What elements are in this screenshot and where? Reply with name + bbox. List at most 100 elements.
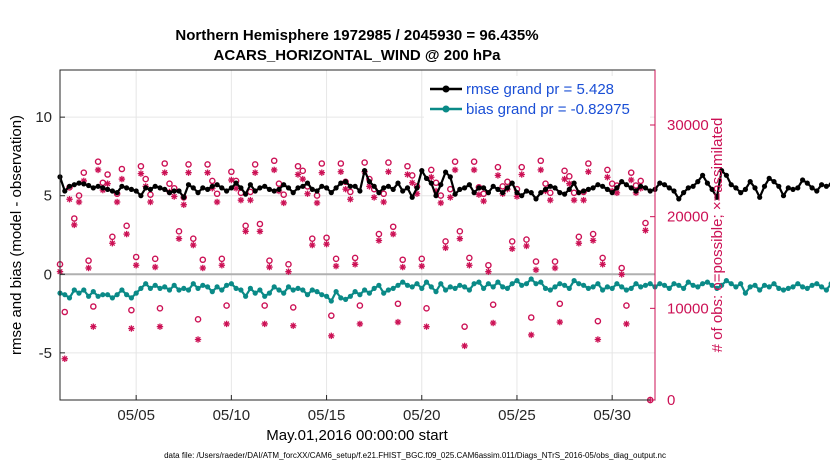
obs-assimilated-point — [518, 171, 525, 178]
bias-point — [742, 290, 749, 296]
y2-axis-ticks: 0 10000 20000 30000 — [650, 70, 709, 409]
obs-assimilated-point — [218, 262, 226, 269]
legend-bias-marker — [442, 105, 450, 113]
rmse-point — [471, 190, 477, 196]
obs-possible-point — [604, 166, 611, 174]
obs-possible-point — [527, 314, 535, 321]
obs-possible-point — [594, 317, 602, 325]
bias-point — [685, 279, 691, 285]
rmse-point — [385, 183, 391, 189]
bias-point — [333, 289, 339, 295]
legend-rmse-marker — [442, 85, 450, 93]
rmse-point — [157, 185, 163, 191]
rmse-point — [809, 185, 815, 191]
x-axis-ticks: 05/05 05/10 05/15 05/20 05/25 05/30 — [117, 395, 631, 424]
rmse-point — [138, 193, 144, 199]
obs-possible-point — [518, 163, 526, 171]
obs-assimilated-point — [323, 240, 330, 248]
rmse-point — [628, 185, 634, 191]
obs-assimilated-point — [85, 264, 92, 272]
obs-assimilated-point — [113, 198, 121, 206]
obs-assimilated-point — [294, 171, 302, 178]
rmse-point — [695, 179, 701, 185]
rmse-point — [314, 188, 320, 194]
bias-point — [623, 287, 630, 293]
rmse-point — [171, 188, 177, 194]
obs-assimilated-point — [618, 271, 625, 278]
rmse-point — [571, 180, 577, 186]
bias-point — [457, 282, 463, 288]
rmse-point — [552, 185, 558, 191]
obs-assimilated-point — [599, 261, 606, 268]
bias-point — [633, 281, 639, 287]
bias-point — [190, 281, 196, 287]
bias-point — [228, 281, 234, 287]
obs-assimilated-point — [75, 198, 83, 206]
rmse-point — [285, 185, 292, 191]
rmse-point — [761, 183, 768, 189]
rmse-point — [352, 183, 358, 189]
bias-point — [433, 289, 439, 295]
bias-point — [314, 289, 320, 295]
bias-point — [76, 290, 82, 296]
rmse-point — [638, 183, 644, 189]
rmse-point — [347, 183, 353, 189]
obs-assimilated-point — [551, 264, 559, 272]
rmse-point — [776, 183, 782, 189]
rmse-point — [533, 196, 539, 202]
bias-point — [138, 285, 144, 291]
chart-title: Northern Hemisphere 1972985 / 2045930 = … — [175, 27, 538, 44]
obs-possible-point — [408, 172, 416, 179]
rmse-point — [433, 193, 439, 199]
rmse-point — [119, 183, 125, 189]
obs-possible-point — [489, 301, 497, 308]
bias-point — [209, 289, 215, 295]
obs-possible-point — [80, 169, 88, 176]
rmse-point — [690, 183, 696, 189]
obs-assimilated-point — [118, 175, 126, 183]
obs-assimilated-point — [304, 190, 311, 197]
obs-possible-point — [627, 169, 635, 176]
x-tick-label: 05/05 — [117, 407, 155, 424]
bias-point — [338, 295, 344, 301]
bias-point — [452, 285, 458, 291]
rmse-point — [780, 193, 787, 199]
obs-possible-point — [337, 160, 345, 167]
rmse-point — [557, 190, 563, 196]
obs-possible-point — [132, 253, 140, 261]
rmse-point — [271, 188, 277, 194]
obs-assimilated-point — [199, 264, 206, 272]
bias-point — [128, 295, 134, 301]
obs-assimilated-point — [237, 196, 245, 204]
bias-point — [519, 282, 525, 288]
bias-point — [804, 285, 810, 291]
rmse-point — [566, 186, 572, 192]
rmse-point — [771, 179, 777, 185]
bias-point — [757, 287, 763, 293]
bias-point — [723, 278, 730, 284]
obs-assimilated-point — [628, 176, 635, 184]
bias-point — [481, 285, 487, 291]
bias-point — [124, 292, 130, 298]
x-tick-label: 05/30 — [593, 407, 631, 424]
bias-point — [428, 284, 434, 290]
rmse-point — [485, 190, 491, 196]
bias-point — [476, 279, 482, 285]
obs-assimilated-point — [90, 323, 97, 330]
bias-point — [176, 287, 182, 293]
obs-assimilated-point — [642, 227, 649, 234]
rmse-point — [719, 168, 725, 174]
legend-bias-label: bias grand pr = -0.82975 — [466, 101, 630, 118]
rmse-point — [443, 169, 449, 175]
rmse-point — [509, 180, 515, 186]
rmse-point — [642, 185, 649, 191]
bias-point — [214, 284, 220, 290]
obs-assimilated-point — [494, 172, 502, 179]
obs-assimilated-point — [285, 268, 292, 275]
rmse-point — [800, 177, 806, 183]
obs-possible-point — [156, 305, 164, 312]
obs-possible-point — [532, 258, 540, 265]
rmse-point — [371, 183, 377, 189]
obs-possible-point — [423, 305, 430, 312]
bias-point — [514, 278, 520, 284]
